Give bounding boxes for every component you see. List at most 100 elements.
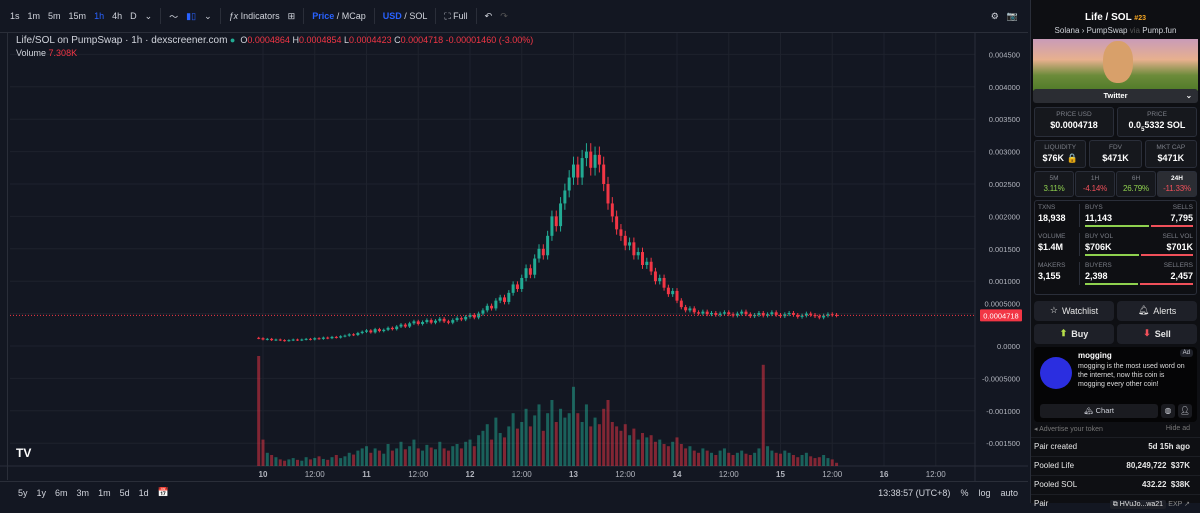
volume-stats: VOLUME $1.4M BUY VOL SELL VOL $706K $701K [1038, 232, 1193, 256]
volume-bar [701, 448, 705, 466]
volume-bar [515, 428, 519, 466]
volume-bar [606, 400, 610, 466]
chevron-down-icon[interactable]: ⌄ [204, 10, 212, 21]
volume-bar [572, 386, 575, 466]
percent-toggle[interactable]: % [960, 487, 969, 498]
globe-icon[interactable]: ◍ [1161, 403, 1175, 418]
alerts-button[interactable]: 🔔︎ Alerts [1117, 300, 1197, 321]
range-6m[interactable]: 6m [55, 487, 68, 498]
redo-icon[interactable]: ↷ [500, 10, 508, 21]
candle-body [697, 312, 701, 314]
change-tab-24h[interactable]: 24H -11.33% [1157, 170, 1197, 197]
candle-body [308, 338, 312, 340]
pair-address-row: Pair ⧉ HVuJo...wa21 EXP ↗ [1031, 493, 1200, 513]
candle-body [459, 318, 463, 320]
candle-body [515, 284, 519, 289]
auto-toggle[interactable]: auto [1000, 487, 1018, 498]
candles-icon[interactable]: ▮▯ [186, 10, 197, 21]
volume-bar [580, 422, 584, 466]
user-icon[interactable]: 👤︎ [1178, 403, 1192, 418]
tf-4h[interactable]: 4h [112, 11, 123, 21]
tf-5m[interactable]: 5m [48, 11, 61, 21]
tf-1m[interactable]: 1m [27, 11, 41, 21]
x-tick-label: 12:00 [926, 470, 947, 479]
change-tab-1h[interactable]: 1H -4.14% [1075, 170, 1115, 197]
candle-body [313, 338, 317, 340]
candle-body [653, 271, 657, 282]
range-1y[interactable]: 1y [36, 487, 47, 498]
undo-icon[interactable]: ↶ [484, 10, 493, 21]
candle-body [390, 327, 394, 330]
chevron-down-icon[interactable]: ⌄ [144, 10, 153, 21]
lock-icon[interactable]: 🔒 [1066, 152, 1078, 163]
candle-body [692, 308, 696, 313]
candle-body [520, 277, 524, 289]
range-5y[interactable]: 5y [18, 487, 28, 498]
x-tick-label: 12 [466, 470, 475, 479]
line-chart-icon[interactable]: 〜 [169, 11, 179, 22]
volume-bar [429, 447, 433, 466]
candle-body [675, 290, 679, 301]
volume-bar [761, 364, 765, 466]
range-1m[interactable]: 1m [98, 487, 111, 498]
drawing-tools-strip[interactable] [0, 33, 8, 480]
tf-d[interactable]: D [130, 11, 137, 21]
x-tick-label: 12:00 [822, 470, 843, 479]
buy-button[interactable]: ⬆ Buy [1034, 323, 1114, 344]
sell-button[interactable]: ⬇ Sell [1117, 323, 1197, 344]
price-mcap-toggle[interactable]: Price / MCap [312, 11, 366, 21]
twitter-button[interactable]: Twitter ⌄ [1033, 89, 1198, 103]
volume-bar [662, 444, 666, 466]
volume-bar [434, 449, 437, 466]
change-tab-5m[interactable]: 5M 3.11% [1034, 170, 1074, 197]
fdv: $471K [1102, 152, 1129, 163]
tf-1h[interactable]: 1h [94, 11, 105, 21]
candle-body [744, 311, 748, 315]
indicators-button[interactable]: ƒx Indicators [228, 11, 280, 21]
tf-1s[interactable]: 1s [10, 11, 20, 21]
volume-bar [438, 441, 442, 466]
candle-body [563, 190, 567, 204]
log-toggle[interactable]: log [978, 487, 991, 498]
ad-card[interactable]: Ad mogging mogging is the most used word… [1034, 346, 1197, 422]
candle-body [503, 297, 506, 302]
y-tick-label: 0.002500 [989, 180, 1020, 189]
fullscreen-button[interactable]: ⛶ Full [444, 10, 468, 21]
range-5d[interactable]: 5d [119, 487, 130, 498]
volume-bar [722, 448, 726, 466]
volume-bar [649, 435, 653, 466]
camera-icon[interactable]: 📷 [1006, 10, 1018, 21]
templates-icon[interactable]: ⊞ [287, 10, 296, 21]
candle-body [498, 297, 502, 301]
clock[interactable]: 13:38:57 (UTC+8) [878, 487, 951, 498]
volume-bar [645, 437, 649, 466]
volume-bar [688, 446, 692, 466]
tf-15m[interactable]: 15m [68, 11, 87, 21]
chevron-down-icon[interactable]: ⌄ [1185, 91, 1192, 100]
volume-bar [731, 455, 735, 466]
volume-bar [485, 424, 489, 466]
calendar-icon[interactable]: 📅 [157, 487, 169, 497]
ad-chart-button[interactable]: 🏔 Chart [1040, 403, 1158, 418]
explorer-link[interactable]: EXP ↗ [1168, 500, 1190, 508]
volume-bar [757, 448, 761, 466]
range-3m[interactable]: 3m [76, 487, 90, 498]
volume-bar [705, 450, 709, 466]
advertise-link[interactable]: ◂ Advertise your token [1034, 425, 1103, 433]
settings-icon[interactable]: ⚙ [990, 10, 999, 21]
candle-body [830, 314, 834, 316]
volume-bar [817, 457, 821, 466]
price-chart[interactable]: 0.004500 0.004000 0.003500 0.003000 0.002500… [0, 0, 1028, 481]
usd-sol-toggle[interactable]: USD / SOL [382, 11, 428, 21]
copy-address-button[interactable]: ⧉ HVuJo...wa21 [1109, 499, 1167, 509]
liquidity: $76K [1042, 152, 1065, 163]
hide-ad-link[interactable]: Hide ad [1165, 424, 1190, 432]
volume-bar [589, 426, 593, 466]
candle-body [270, 338, 274, 341]
candle-body [485, 305, 489, 311]
watchlist-button[interactable]: ☆ Watchlist [1034, 300, 1114, 321]
range-1d[interactable]: 1d [138, 487, 149, 498]
change-tab-6h[interactable]: 6H 26.79% [1116, 170, 1156, 197]
volume-bar [326, 459, 330, 466]
volume-bar [352, 454, 356, 466]
